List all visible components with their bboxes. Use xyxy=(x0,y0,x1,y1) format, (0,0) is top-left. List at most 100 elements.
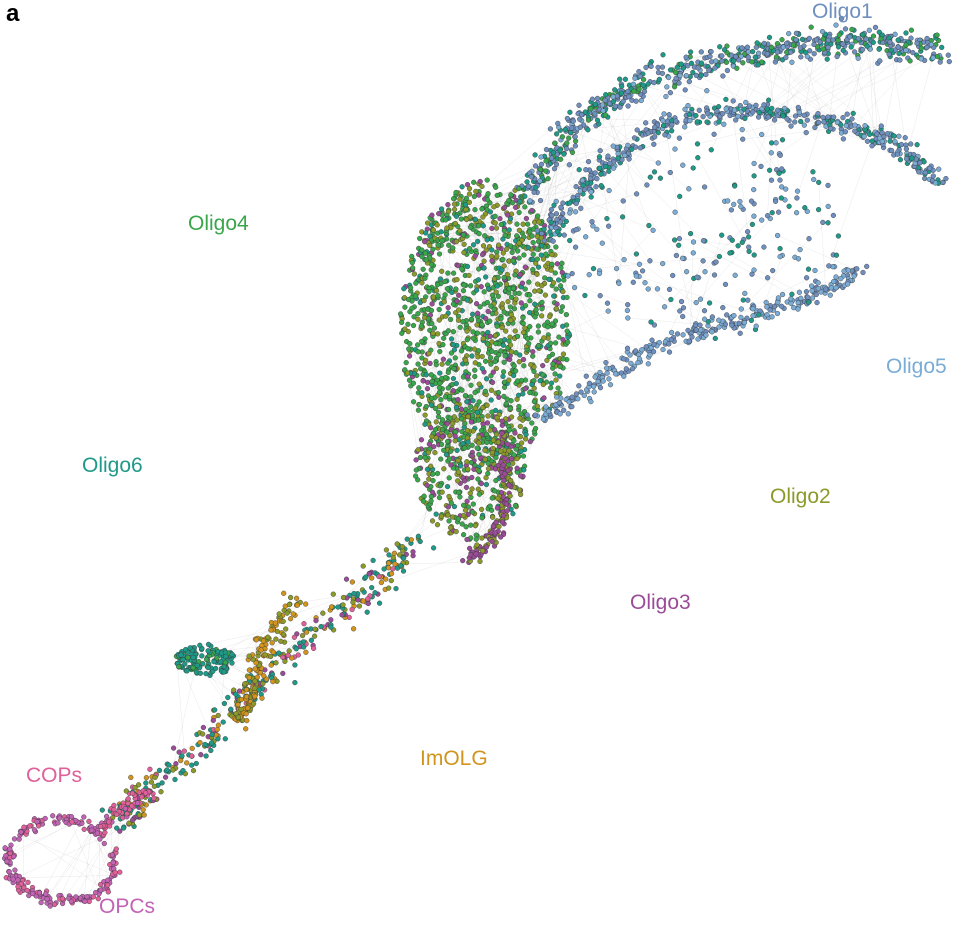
cell-node-oligo4 xyxy=(468,460,474,466)
cell-node-oligo6 xyxy=(805,266,812,272)
cell-node-cops xyxy=(301,621,307,627)
cell-node-opcs xyxy=(31,827,38,833)
cell-node-oligo2 xyxy=(152,774,158,781)
cell-node-oligo5 xyxy=(557,411,563,417)
cell-node-oligo2 xyxy=(461,250,467,256)
cell-node-oligo1 xyxy=(772,198,779,204)
cell-node-oligo2 xyxy=(518,440,525,446)
cell-node-oligo1 xyxy=(714,108,720,114)
cell-node-opcs xyxy=(38,899,44,906)
cell-node-oligo2 xyxy=(540,381,546,388)
cell-node-cops xyxy=(311,645,317,652)
cell-node-oligo2 xyxy=(504,271,510,278)
cell-node-oligo4 xyxy=(453,286,459,292)
cell-node-oligo5 xyxy=(843,123,849,129)
cell-node-oligo5 xyxy=(827,292,833,298)
cell-node-oligo4 xyxy=(522,204,528,210)
label-cops: COPs xyxy=(26,764,83,787)
cell-node-oligo6 xyxy=(448,336,455,342)
cell-node-oligo3 xyxy=(407,353,413,359)
cell-node-oligo5 xyxy=(642,280,648,286)
cell-node-oligo4 xyxy=(432,405,439,412)
cell-node-oligo2 xyxy=(280,618,286,625)
cell-node-oligo6 xyxy=(735,243,741,249)
cell-node-oligo4 xyxy=(530,251,536,257)
cell-node-oligo1 xyxy=(908,141,914,147)
cell-node-imolg xyxy=(272,620,279,626)
cell-node-oligo1 xyxy=(711,131,717,137)
cell-node-oligo6 xyxy=(848,44,854,50)
cell-node-oligo5 xyxy=(808,283,815,289)
cell-node-oligo1 xyxy=(767,307,773,313)
cell-node-oligo6 xyxy=(860,32,866,38)
cell-node-oligo6 xyxy=(671,237,678,243)
cell-node-oligo1 xyxy=(539,230,545,237)
cell-node-oligo6 xyxy=(205,641,212,648)
cell-node-imolg xyxy=(246,674,252,681)
cell-node-oligo5 xyxy=(660,261,666,267)
cell-node-oligo1 xyxy=(537,197,544,204)
cell-node-oligo1 xyxy=(840,136,847,142)
cell-node-oligo5 xyxy=(783,186,789,192)
cell-node-oligo2 xyxy=(405,329,411,335)
cell-node-oligo4 xyxy=(520,453,527,459)
cell-node-oligo1 xyxy=(894,151,901,157)
cell-node-oligo1 xyxy=(722,321,729,327)
cell-node-oligo4 xyxy=(501,309,507,315)
cell-node-oligo2 xyxy=(520,221,526,227)
cell-node-oligo1 xyxy=(930,173,936,179)
cell-node-oligo3 xyxy=(460,557,466,564)
cell-node-oligo4 xyxy=(835,37,841,44)
cell-node-oligo5 xyxy=(867,46,873,52)
cell-node-oligo4 xyxy=(459,266,465,272)
cell-node-oligo3 xyxy=(431,444,437,450)
cell-node-oligo2 xyxy=(436,403,443,410)
cell-node-oligo4 xyxy=(428,372,434,378)
cell-node-oligo4 xyxy=(460,232,467,238)
cell-node-oligo1 xyxy=(750,109,756,115)
cell-node-oligo6 xyxy=(484,237,490,243)
cell-node-oligo1 xyxy=(637,73,643,80)
cell-node-oligo4 xyxy=(426,289,432,295)
cell-node-oligo4 xyxy=(514,333,521,340)
cell-node-oligo6 xyxy=(897,157,904,163)
cell-node-oligo1 xyxy=(922,170,929,176)
cell-node-oligo4 xyxy=(558,265,564,271)
cell-node-oligo1 xyxy=(849,116,855,122)
cell-node-oligo6 xyxy=(377,600,383,606)
cell-node-oligo5 xyxy=(661,111,667,117)
cell-node-oligo1 xyxy=(569,394,575,400)
cell-node-oligo2 xyxy=(445,208,452,215)
cell-node-oligo6 xyxy=(443,451,450,458)
cell-node-imolg xyxy=(140,807,146,813)
cell-node-imolg xyxy=(303,601,309,607)
cell-node-oligo1 xyxy=(863,36,869,42)
cell-node-oligo4 xyxy=(526,341,532,347)
cell-node-oligo4 xyxy=(176,664,182,670)
cell-node-oligo5 xyxy=(809,288,815,294)
cell-node-oligo5 xyxy=(595,378,601,385)
cell-node-oligo6 xyxy=(535,264,542,270)
cell-node-oligo4 xyxy=(444,429,450,435)
cell-node-oligo5 xyxy=(636,261,643,267)
cell-node-oligo6 xyxy=(292,662,298,668)
cell-node-oligo6 xyxy=(520,391,526,397)
cell-node-oligo5 xyxy=(797,247,803,253)
cell-node-oligo6 xyxy=(648,319,654,325)
cell-node-opcs xyxy=(50,813,56,819)
cell-node-oligo1 xyxy=(820,219,826,226)
cell-node-oligo2 xyxy=(490,514,496,520)
cell-node-oligo1 xyxy=(778,303,785,309)
cell-node-oligo1 xyxy=(804,294,811,300)
cell-node-oligo6 xyxy=(521,467,527,473)
cell-node-oligo2 xyxy=(494,431,500,438)
cell-node-oligo1 xyxy=(707,53,713,60)
cell-node-oligo2 xyxy=(532,288,538,294)
cell-node-oligo6 xyxy=(225,694,231,701)
cell-node-oligo1 xyxy=(720,305,726,311)
cell-node-oligo6 xyxy=(745,234,752,240)
cell-node-oligo2 xyxy=(453,528,459,535)
cell-node-oligo6 xyxy=(864,43,870,49)
cell-node-oligo6 xyxy=(533,185,539,191)
cell-node-oligo1 xyxy=(869,143,875,149)
